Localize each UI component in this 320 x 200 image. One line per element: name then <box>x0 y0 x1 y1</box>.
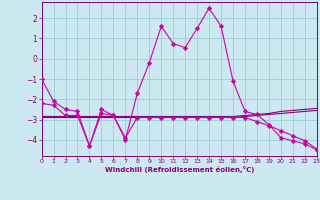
X-axis label: Windchill (Refroidissement éolien,°C): Windchill (Refroidissement éolien,°C) <box>105 166 254 173</box>
